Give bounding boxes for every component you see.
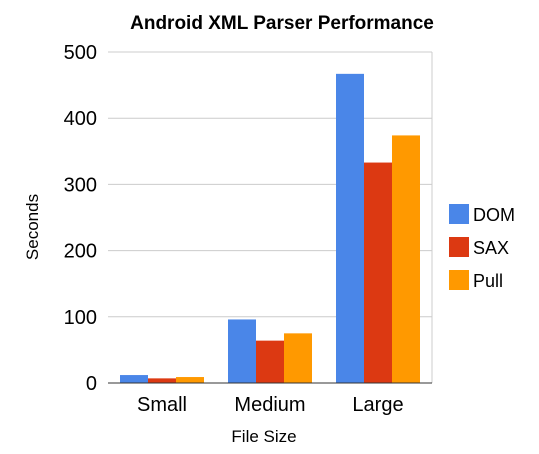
- y-tick-label: 300: [64, 174, 97, 196]
- y-tick-label: 500: [64, 42, 97, 64]
- bar-dom-large: [336, 73, 364, 383]
- bar-dom-medium: [228, 319, 256, 383]
- y-axis-ticks: 0 100 200 300 400 500: [64, 42, 97, 395]
- x-axis-label: File Size: [231, 427, 296, 446]
- y-tick-label: 100: [64, 307, 97, 329]
- bar-sax-small: [148, 378, 176, 383]
- x-category-label: Medium: [234, 394, 305, 416]
- y-tick-label: 0: [86, 373, 97, 395]
- bar-pull-medium: [284, 333, 312, 383]
- bar-pull-small: [176, 377, 204, 383]
- bar-sax-large: [364, 162, 392, 383]
- gridlines: [108, 51, 433, 384]
- x-axis-categories: Small Medium Large: [137, 394, 404, 416]
- chart-title: Android XML Parser Performance: [130, 13, 434, 34]
- y-tick-label: 400: [64, 108, 97, 130]
- y-tick-label: 200: [64, 241, 97, 263]
- bars: [120, 73, 420, 383]
- legend-swatch: [449, 270, 469, 290]
- legend-label: DOM: [473, 205, 515, 225]
- legend-label: SAX: [473, 238, 509, 258]
- y-axis-label: Seconds: [23, 194, 42, 260]
- legend: DOM SAX Pull: [449, 204, 515, 291]
- legend-swatch: [449, 204, 469, 224]
- bar-sax-medium: [256, 340, 284, 383]
- bar-dom-small: [120, 375, 148, 383]
- bar-pull-large: [392, 135, 420, 383]
- x-category-label: Small: [137, 394, 187, 416]
- legend-swatch: [449, 237, 469, 257]
- legend-label: Pull: [473, 271, 503, 291]
- x-category-label: Large: [352, 394, 403, 416]
